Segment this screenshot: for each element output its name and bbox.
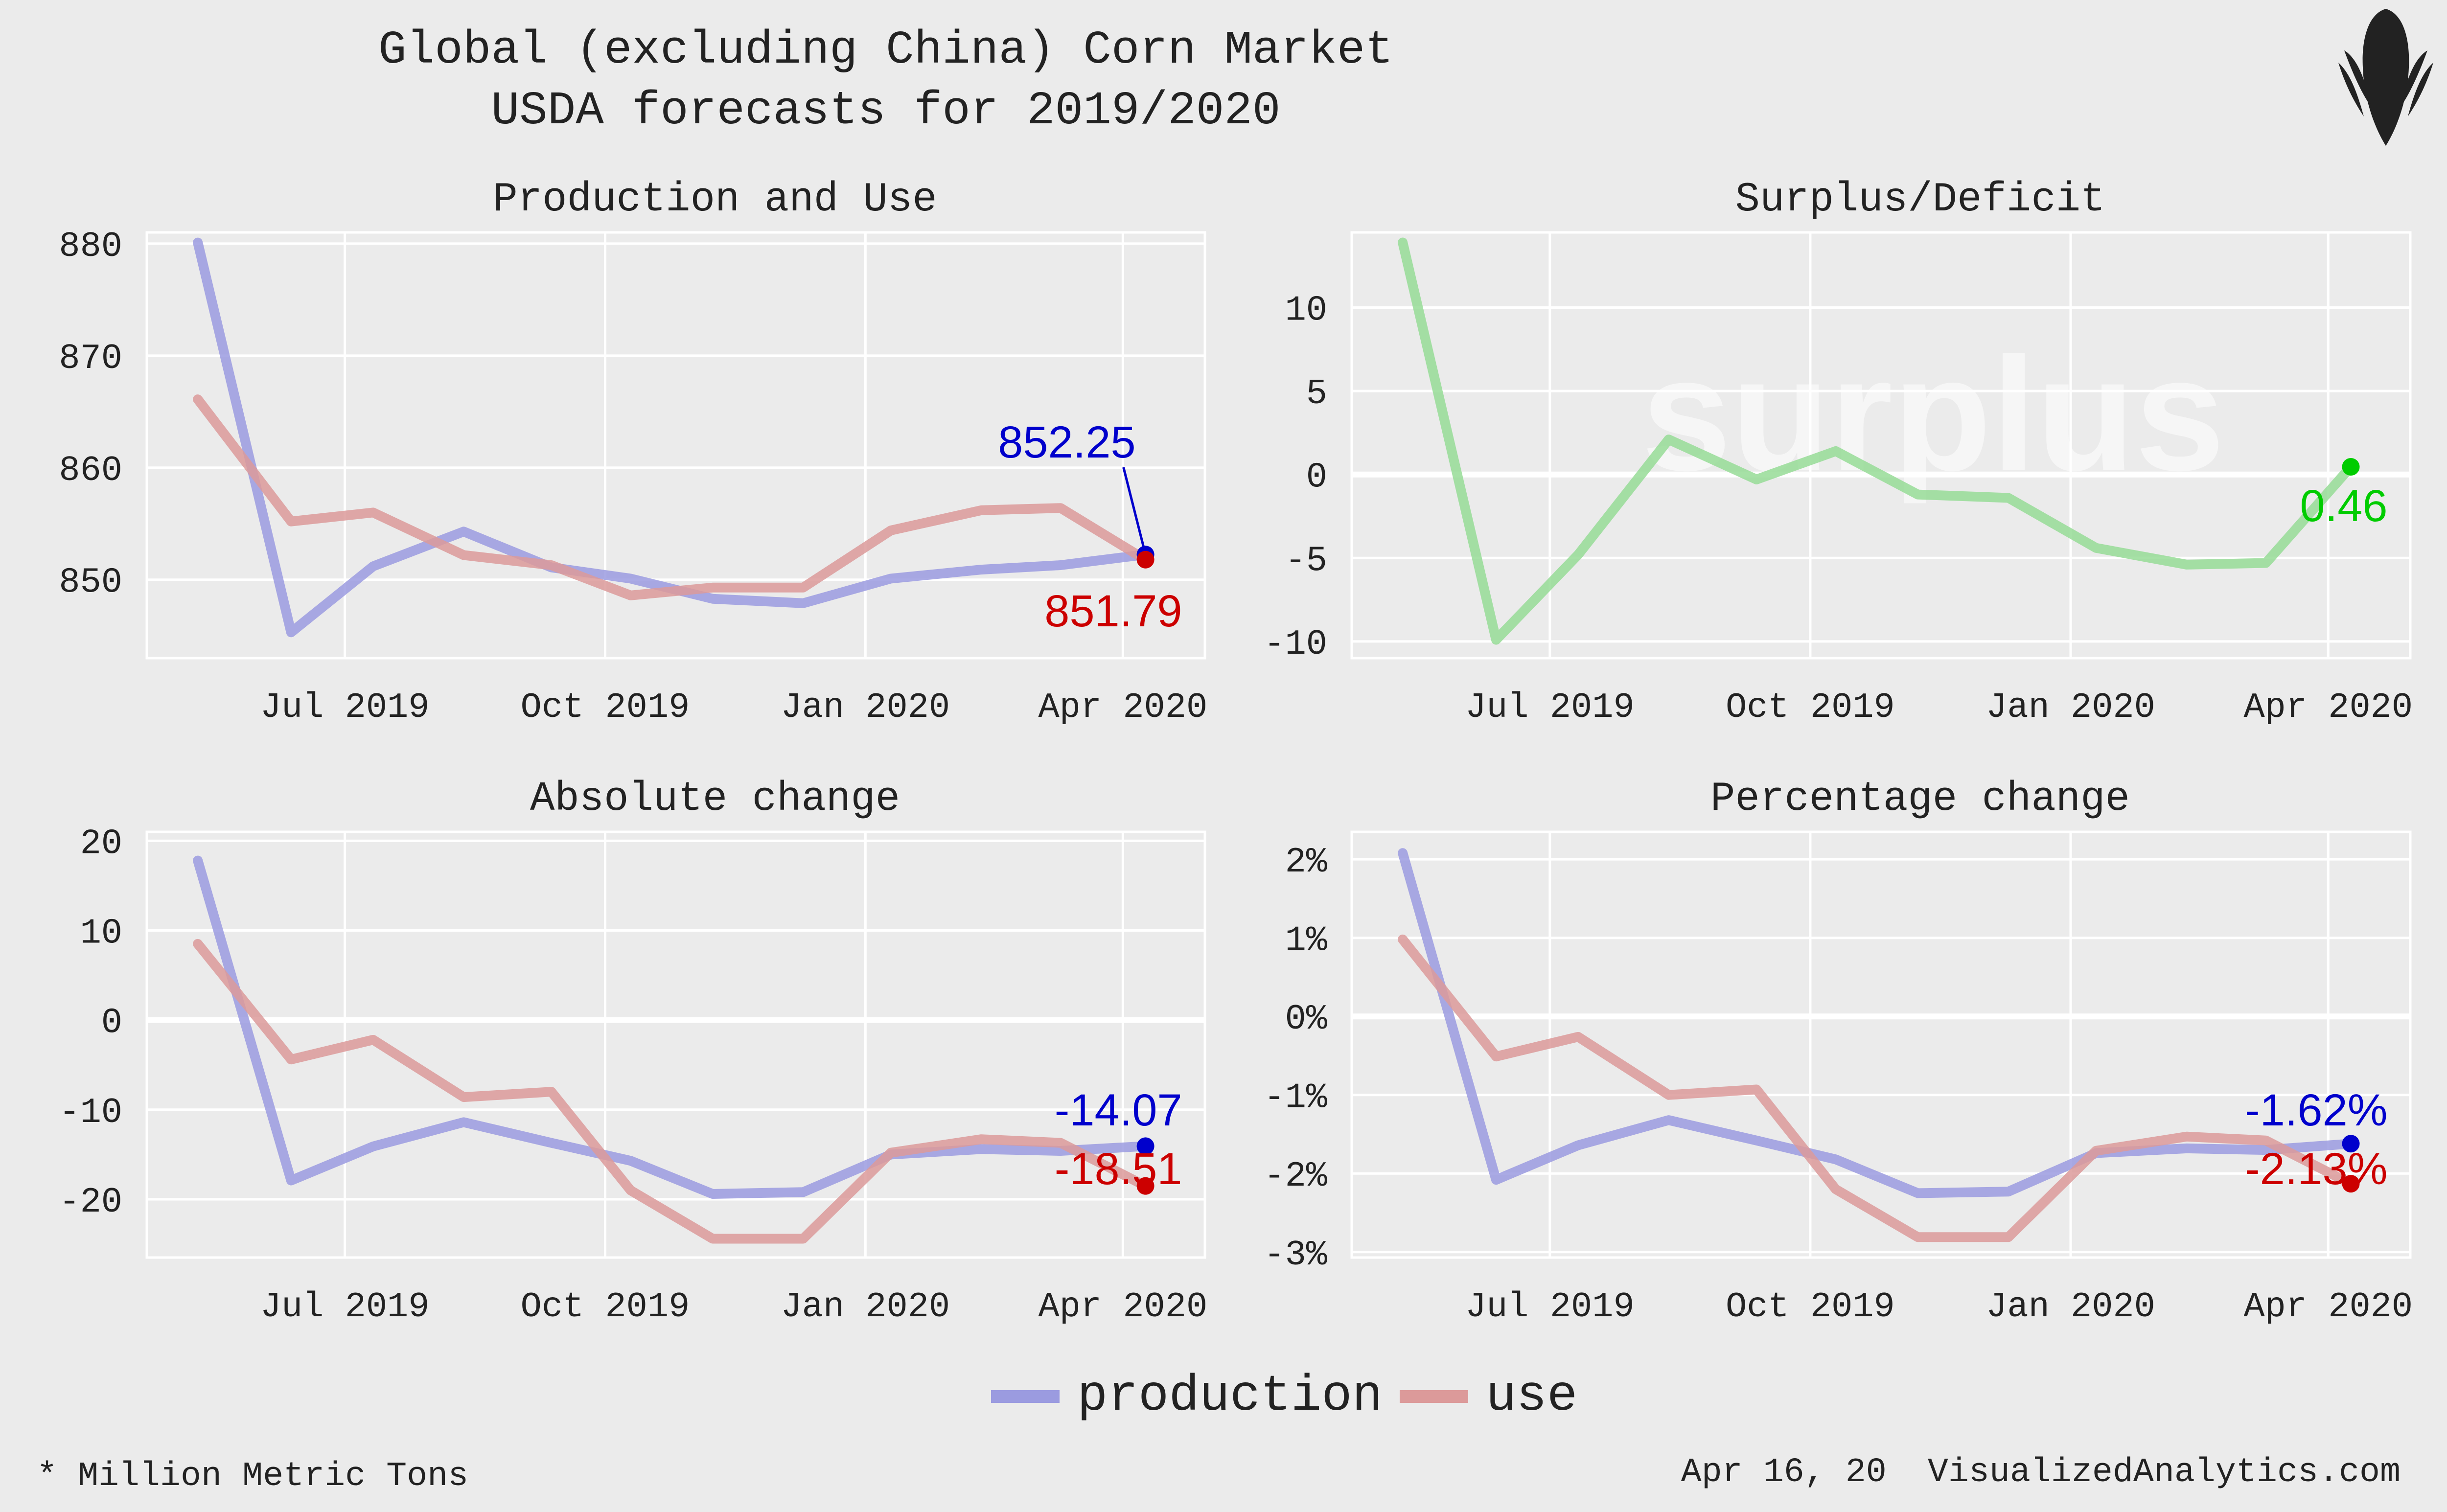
end-point-production [2342,1135,2360,1153]
y-tick-label: 2% [1285,842,1328,882]
corn-cob-icon [2338,9,2433,146]
y-tick-label: 10 [1285,291,1327,331]
y-tick-label: 860 [59,451,122,491]
x-tick-label: Apr 2020 [1039,1287,1208,1327]
y-tick-label: -10 [1264,624,1327,664]
panel-production-and-use: Production and Use 850 860 870 880 Jul 2019 Oc… [59,177,1207,728]
x-tick-label: Jan 2020 [781,1287,950,1327]
end-value-label-production: 852.25 [998,417,1135,467]
series-line-use [1398,934,2356,1242]
end-value-label-use: 851.79 [1044,586,1182,636]
x-tick-label: Jul 2019 [260,1287,430,1327]
x-tick-label: Oct 2019 [521,687,690,728]
end-point-use [1136,550,1154,569]
y-tick-label: -20 [59,1182,122,1222]
series-line-surplus [1398,237,2356,645]
panel-title: Surplus/Deficit [1735,177,2105,223]
x-tick-label: Jul 2019 [1465,1287,1635,1327]
chart-title: Global (excluding China) Corn Market [378,23,1393,77]
series-line-use [193,394,1151,600]
panel-surplus-deficit: Surplus/Deficit -10 -5 0 5 10 Jul 2019 Oct 2019… [1264,177,2413,728]
y-tick-label: 0 [101,1003,122,1043]
y-tick-label: 870 [59,339,122,379]
y-tick-label: -1% [1264,1078,1327,1118]
panel-percentage-change: Percentage change -3% -2% -1% 0% 1% 2% Jul 2019… [1264,776,2413,1327]
end-value-label-use: -18.51 [1055,1144,1182,1194]
end-point-surplus [2342,458,2360,476]
panel-title: Production and Use [493,177,937,223]
legend-item-production: production [991,1368,1383,1425]
x-tick-label: Jul 2019 [260,687,430,728]
end-value-label-production: -14.07 [1055,1085,1182,1135]
x-tick-label: Jan 2020 [781,687,950,728]
x-tick-label: Jul 2019 [1465,687,1635,728]
y-tick-label: 880 [59,227,122,267]
x-tick-label: Apr 2020 [1039,687,1208,728]
legend-item-use: use [1400,1368,1577,1425]
y-tick-label: -3% [1264,1235,1327,1275]
footnote: * Million Metric Tons [37,1457,469,1496]
y-tick-label: -2% [1264,1156,1327,1196]
panel-title: Absolute change [530,776,900,823]
chart-subtitle: USDA forecasts for 2019/2020 [491,84,1281,137]
y-tick-label: -10 [59,1093,122,1133]
end-value-label-production: -1.62% [2245,1085,2388,1135]
y-tick-label: -5 [1285,541,1327,581]
x-tick-label: Oct 2019 [1726,687,1895,728]
series-line-use [193,939,1151,1244]
panel-absolute-change: Absolute change -20 -10 0 10 20 Jul 2019 Oct 20… [59,776,1207,1327]
end-point-use [2342,1175,2360,1193]
panel-title: Percentage change [1710,776,2130,823]
legend-swatch-production [991,1390,1060,1403]
end-point-production [1136,1137,1154,1155]
y-tick-label: 5 [1306,374,1327,414]
y-tick-label: 10 [80,913,122,953]
watermark-text: surplus [1641,323,2225,505]
series-line-production [1398,848,2356,1198]
x-tick-label: Apr 2020 [2243,1287,2413,1327]
label-leader-line [1122,467,1147,555]
date-label: Apr 16, 20 [1681,1453,1887,1492]
plot-area [1350,231,2412,660]
y-tick-label: 0 [1306,458,1327,498]
end-value-label-use: -2.13% [2245,1144,2388,1194]
series-line-production [193,855,1151,1199]
legend-swatch-use [1400,1390,1468,1403]
x-tick-label: Oct 2019 [521,1287,690,1327]
end-point-use [1136,1177,1154,1195]
y-tick-label: 0% [1285,999,1328,1039]
y-tick-label: 850 [59,563,122,603]
plot-area [145,830,1206,1259]
end-value-label-surplus: 0.46 [2300,481,2387,531]
x-tick-label: Oct 2019 [1726,1287,1895,1327]
legend-label-use: use [1486,1368,1578,1425]
legend: production use [0,1368,2447,1431]
dateline: Apr 16, 20 VisualizedAnalytics.com [1681,1453,2401,1492]
site-credit: VisualizedAnalytics.com [1927,1453,2401,1492]
y-tick-label: 1% [1285,921,1328,961]
x-tick-label: Apr 2020 [2243,687,2413,728]
x-tick-label: Jan 2020 [1986,687,2155,728]
x-tick-label: Jan 2020 [1986,1287,2155,1327]
y-tick-label: 20 [80,824,122,864]
legend-label-production: production [1077,1368,1383,1425]
